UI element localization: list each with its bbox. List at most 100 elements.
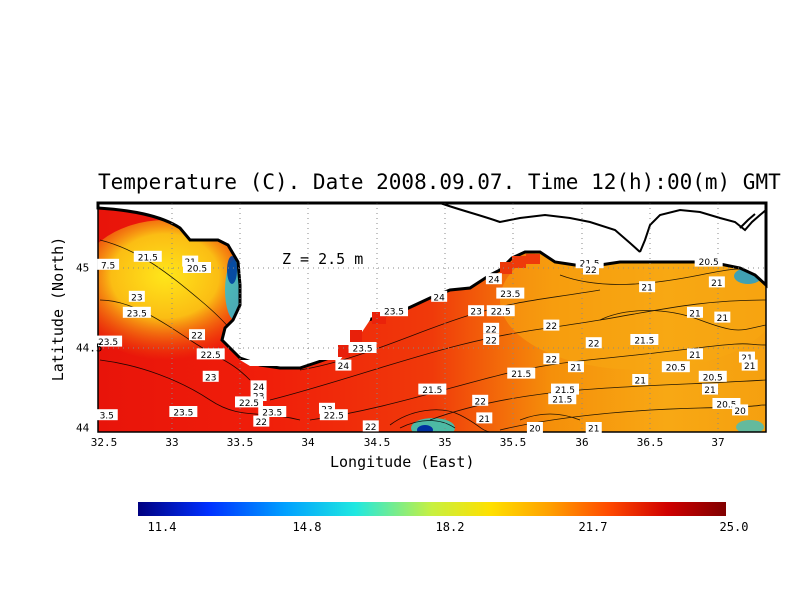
contour-label: 24 <box>250 380 267 393</box>
contour-label-text: 24 <box>433 293 445 303</box>
contour-label: 20.5 <box>694 255 723 268</box>
contour-label-text: 23.5 <box>384 308 404 318</box>
x-tick-label: 36.5 <box>636 436 664 449</box>
contour-label-text: 20.5 <box>716 401 736 411</box>
contour-label-text: 23 <box>131 293 142 303</box>
contour-label: 23.5 <box>380 305 409 318</box>
contour-label: 23 <box>468 305 485 318</box>
contour-label-box <box>335 359 352 371</box>
contour-label-text: 21 <box>588 425 599 435</box>
contour-label: 21 <box>585 422 602 435</box>
depth-label: Z = 2.5 m <box>282 250 363 268</box>
contour-label: 21 <box>714 311 731 324</box>
contour-label-text: 22 <box>485 337 496 347</box>
x-tick-label: 34.5 <box>363 436 391 449</box>
contour-label-text: 3.5 <box>100 412 114 422</box>
contour-label-box <box>94 335 123 347</box>
contour-label-box <box>632 374 649 385</box>
contour-label-text: 23.5 <box>262 409 282 419</box>
contour-label-text: 23.5 <box>173 409 193 419</box>
contour-label-text: 21.5 <box>511 370 531 380</box>
contour-label: 23.5 <box>94 335 123 348</box>
contour-labels: 21.52120.57.52323.523.52222.523242322.52… <box>94 250 758 435</box>
contour-label: 21.5 <box>630 334 659 347</box>
contour-label-text: 23.5 <box>127 309 147 319</box>
contour-label-text: 21.5 <box>634 337 654 347</box>
contour-label: 20.5 <box>661 361 690 374</box>
contour-label-box <box>543 319 560 331</box>
contour-label-box <box>128 290 145 302</box>
contour-label-box <box>548 393 577 405</box>
contour-label-text: 22.5 <box>324 412 344 422</box>
contour-label-text: 20 <box>529 425 541 435</box>
contour-label-box <box>122 306 151 318</box>
coastline-details <box>439 202 767 253</box>
x-tick-label: 37 <box>711 436 725 449</box>
y-tick-label: 44 <box>76 421 90 435</box>
contour-label-box <box>526 422 543 433</box>
contour-label-box <box>483 334 500 345</box>
contour-label-box <box>585 422 602 433</box>
x-tick-label: 35.5 <box>499 436 527 449</box>
contour-label: 22 <box>543 353 560 366</box>
contour-label-box <box>741 359 758 371</box>
contour-label: 23.5 <box>496 287 525 300</box>
colorbar-tick: 25.0 <box>719 520 749 534</box>
contour-label: 24 <box>431 290 448 303</box>
contour-label: 22 <box>362 420 379 433</box>
contour-label: 21.5 <box>507 367 536 380</box>
contour-label: 20.5 <box>698 370 727 383</box>
contour-label-box <box>639 281 656 293</box>
contour-label-box <box>708 276 725 288</box>
contour-label-box <box>183 262 212 273</box>
contour-label-box <box>585 337 602 349</box>
y-tick-label: 45 <box>76 261 90 275</box>
y-axis-label: Latitude (North) <box>49 236 67 382</box>
contour-label: 21 <box>702 383 719 396</box>
contour-label-text: 21 <box>689 351 700 361</box>
x-tick-label: 36 <box>575 436 589 449</box>
contour-label-text: 23.5 <box>500 290 520 300</box>
contour-label-text: 21.5 <box>552 396 572 406</box>
contour-label: 3.5 <box>95 409 118 422</box>
contour-label: 22 <box>583 263 600 276</box>
contour-label-box <box>583 263 600 275</box>
contour-label: 23.5 <box>122 306 151 319</box>
contour-label-box <box>732 404 749 416</box>
contour-label-box <box>702 383 719 395</box>
colorbar-tick: 14.8 <box>292 520 322 534</box>
contour-label: 21 <box>708 276 725 289</box>
contour-label-text: 22 <box>191 332 202 342</box>
contour-label-text: 21 <box>741 354 752 364</box>
contour-label-text: 22 <box>365 423 376 433</box>
contour-label-box <box>133 250 162 262</box>
contour-label: 24 <box>485 273 502 286</box>
plot-frame <box>97 202 767 433</box>
contour-label-text: 21 <box>479 415 490 425</box>
contour-label: 21.5 <box>133 250 162 263</box>
contour-label: 23.5 <box>169 406 198 419</box>
contour-label: 20 <box>526 422 543 435</box>
contour-label-text: 22.5 <box>239 399 259 409</box>
contour-label-text: 22 <box>546 322 557 332</box>
contour-label-box <box>196 348 225 360</box>
contour-label: 21 <box>632 374 649 387</box>
contour-label: 21.5 <box>548 393 577 406</box>
contour-label: 23.5 <box>348 342 377 355</box>
contour-label-text: 22 <box>588 340 599 350</box>
contour-label-text: 23 <box>205 373 216 383</box>
contour-label-box <box>714 311 731 323</box>
contour-label-box <box>97 258 120 270</box>
contour-label-text: 24 <box>253 383 265 393</box>
contour-label-box <box>686 348 703 360</box>
contour-label-box <box>250 390 267 401</box>
contour-label: 22 <box>585 337 602 350</box>
contour-label-box <box>95 409 118 421</box>
contour-label-text: 21 <box>744 362 755 372</box>
contour-label: 21 <box>686 306 703 319</box>
contour-label-text: 21 <box>717 314 728 324</box>
contour-label-text: 21 <box>635 377 646 387</box>
contour-label-text: 20.5 <box>703 373 723 383</box>
contour-label-text: 21 <box>570 364 581 374</box>
